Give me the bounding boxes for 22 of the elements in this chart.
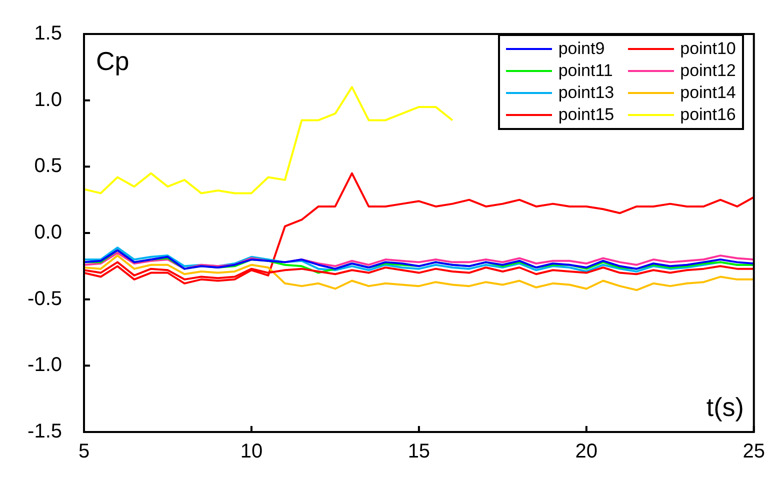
y-tick-label: 0.0 — [34, 222, 62, 244]
legend-label: point15 — [558, 105, 614, 125]
y-tick-label: 0.5 — [34, 155, 62, 178]
x-tick-label: 15 — [408, 440, 430, 463]
legend-label: point16 — [680, 105, 736, 125]
x-tick-label: 25 — [742, 440, 765, 463]
legend-label: point12 — [680, 61, 736, 81]
legend-label: point9 — [558, 39, 605, 59]
legend-label: point13 — [558, 83, 614, 103]
legend-label: point11 — [558, 61, 613, 81]
x-tick-label: 5 — [78, 440, 90, 463]
y-tick-label: -1.5 — [28, 420, 62, 443]
x-axis-title: t(s) — [706, 392, 744, 423]
y-tick-label: -0.5 — [28, 288, 62, 310]
x-tick-label: 20 — [575, 440, 598, 463]
x-tick-label: 10 — [240, 440, 263, 463]
y-tick-label: 1.0 — [34, 88, 62, 111]
y-tick-label: 1.5 — [34, 22, 62, 45]
y-axis-title: Cp — [96, 46, 130, 77]
legend-label: point10 — [680, 39, 736, 59]
y-tick-label: -1.0 — [28, 354, 62, 376]
legend-label: point14 — [680, 83, 736, 103]
